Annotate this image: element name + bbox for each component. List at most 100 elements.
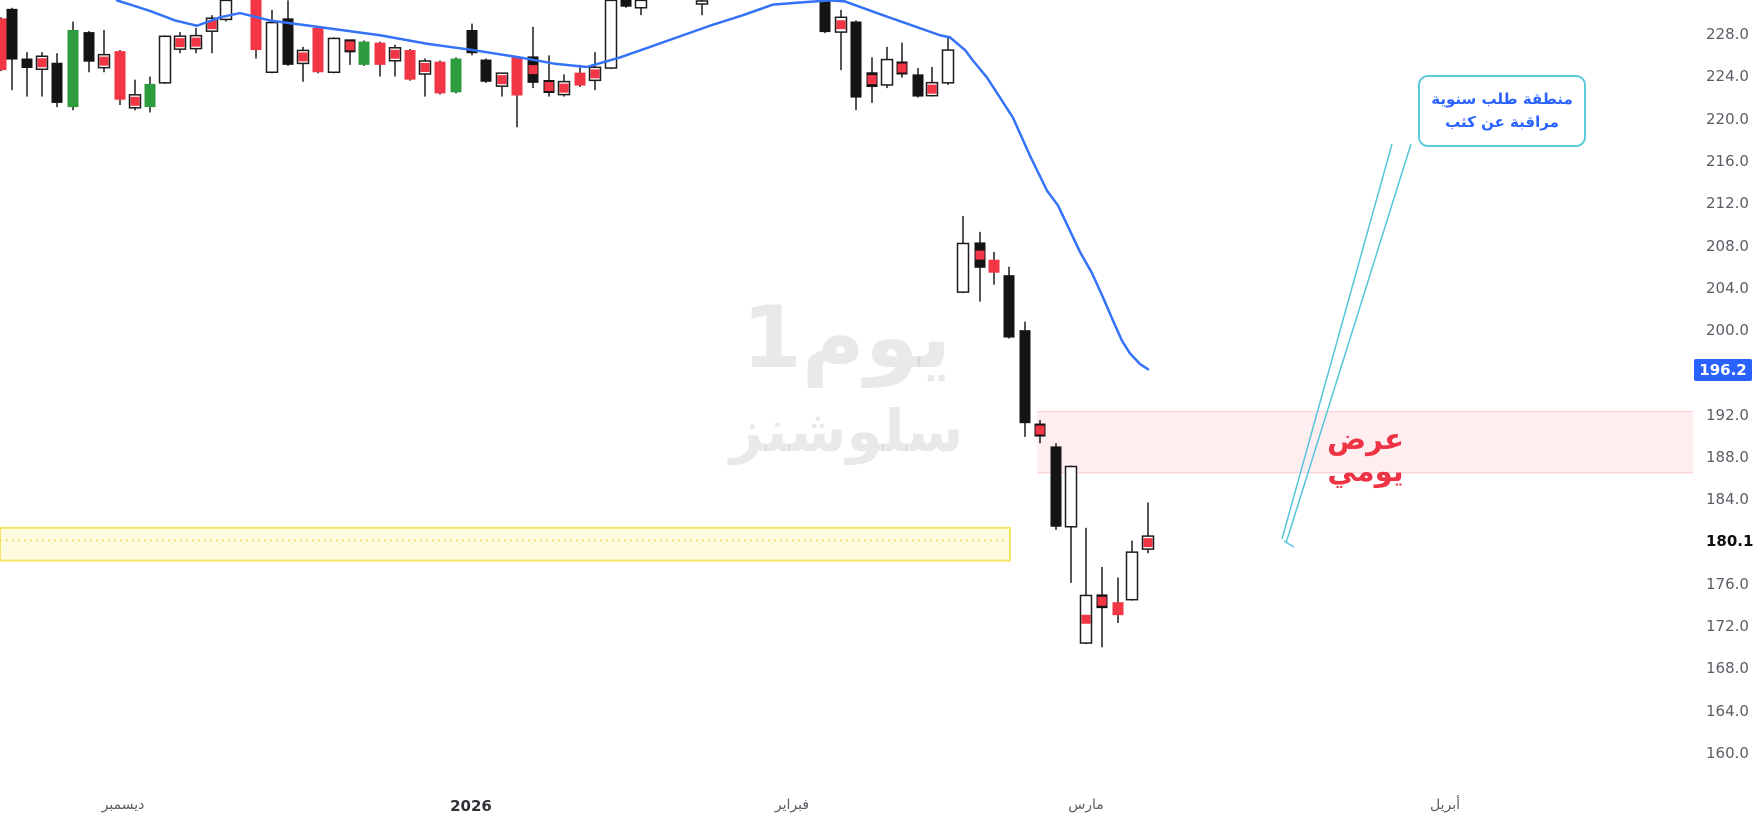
candle-body bbox=[912, 74, 924, 97]
candle[interactable] bbox=[956, 216, 970, 294]
candle[interactable] bbox=[374, 41, 386, 77]
candle[interactable] bbox=[974, 231, 986, 302]
candle-body bbox=[604, 0, 618, 69]
candle[interactable] bbox=[344, 39, 356, 65]
time-axis[interactable]: ديسمبر 2026 فبراير مارس أبريل bbox=[0, 790, 1763, 825]
candle[interactable] bbox=[574, 64, 586, 88]
candle[interactable] bbox=[1050, 443, 1062, 530]
candle[interactable] bbox=[1079, 527, 1093, 645]
price-axis-current-value[interactable]: 196.2 bbox=[1694, 359, 1752, 382]
ma-line[interactable] bbox=[115, 0, 1150, 371]
candle[interactable] bbox=[1019, 321, 1031, 437]
candle[interactable] bbox=[620, 0, 632, 8]
candle[interactable] bbox=[189, 27, 203, 54]
candle[interactable] bbox=[1003, 266, 1015, 339]
candle[interactable] bbox=[6, 7, 18, 91]
supply-zone-rect[interactable] bbox=[1037, 411, 1693, 473]
candlestick-canvas[interactable] bbox=[0, 0, 1693, 790]
candle[interactable] bbox=[695, 0, 709, 16]
candle-signal-marker bbox=[897, 63, 907, 73]
candle[interactable] bbox=[83, 31, 95, 73]
candle[interactable] bbox=[588, 52, 602, 91]
candle[interactable] bbox=[880, 46, 894, 89]
candle-body bbox=[511, 57, 523, 96]
candle[interactable] bbox=[557, 74, 571, 97]
candle[interactable] bbox=[1034, 420, 1046, 444]
candle[interactable] bbox=[219, 0, 233, 22]
candle-signal-marker bbox=[390, 49, 400, 59]
candle[interactable] bbox=[941, 37, 955, 85]
candle-signal-marker bbox=[975, 250, 985, 260]
candle-body bbox=[880, 58, 894, 86]
demand-zone-rect[interactable] bbox=[0, 526, 1011, 562]
candle[interactable] bbox=[250, 0, 262, 59]
candle[interactable] bbox=[21, 52, 33, 97]
candle[interactable] bbox=[819, 0, 831, 34]
candle[interactable] bbox=[67, 21, 79, 111]
candle-signal-marker bbox=[298, 52, 308, 62]
price-axis[interactable]: 228.0 224.0 220.0 216.0 212.0 208.0 204.0 200.0… bbox=[1693, 0, 1763, 790]
candle[interactable] bbox=[51, 53, 63, 108]
candle[interactable] bbox=[358, 40, 370, 66]
price-axis-tick-label: 224.0 bbox=[1706, 67, 1749, 86]
candle[interactable] bbox=[434, 60, 446, 95]
candle[interactable] bbox=[896, 42, 908, 78]
candle[interactable] bbox=[1141, 502, 1155, 554]
candle[interactable] bbox=[418, 58, 432, 97]
candle[interactable] bbox=[282, 0, 294, 66]
candle[interactable] bbox=[912, 68, 924, 98]
time-axis-tick-label: مارس bbox=[1068, 797, 1104, 813]
candle[interactable] bbox=[450, 57, 462, 94]
price-axis-tick-label: 164.0 bbox=[1706, 701, 1749, 720]
candle[interactable] bbox=[834, 9, 848, 71]
candle[interactable] bbox=[1112, 577, 1124, 623]
candle[interactable] bbox=[0, 17, 7, 72]
candle[interactable] bbox=[1096, 566, 1108, 648]
candle[interactable] bbox=[511, 56, 523, 128]
candle[interactable] bbox=[527, 26, 539, 89]
price-axis-tick-label: 208.0 bbox=[1706, 236, 1749, 255]
candle[interactable] bbox=[925, 66, 939, 97]
demand-callout-line2: مراقبة عن كثب bbox=[1445, 113, 1559, 131]
candle[interactable] bbox=[850, 20, 862, 111]
candle-body bbox=[6, 8, 18, 60]
candle-body bbox=[219, 0, 233, 21]
candle[interactable] bbox=[158, 35, 172, 84]
time-axis-tick-label: فبراير bbox=[774, 797, 810, 813]
candle[interactable] bbox=[97, 29, 111, 73]
candle[interactable] bbox=[988, 251, 1000, 285]
candle-signal-marker bbox=[207, 20, 217, 30]
candle[interactable] bbox=[114, 50, 126, 106]
time-axis-tick-label: 2026 bbox=[450, 797, 492, 815]
candle[interactable] bbox=[173, 32, 187, 54]
candle[interactable] bbox=[144, 76, 156, 113]
candle-signal-marker bbox=[528, 65, 538, 75]
price-axis-level-label: 180.1 bbox=[1706, 531, 1754, 550]
candle[interactable] bbox=[634, 0, 648, 16]
candle[interactable] bbox=[128, 79, 142, 111]
candle-body bbox=[1019, 330, 1031, 424]
chart-plot-area[interactable]: يوم1 سلوشنز عرض يومي منطقة طلب سنوية مرا… bbox=[0, 0, 1693, 790]
price-axis-tick-label: 160.0 bbox=[1706, 743, 1749, 762]
candle[interactable] bbox=[296, 46, 310, 82]
demand-callout[interactable]: منطقة طلب سنوية مراقبة عن كثب bbox=[1418, 75, 1586, 147]
demand-callout-line1: منطقة طلب سنوية bbox=[1431, 89, 1573, 108]
candle[interactable] bbox=[866, 57, 878, 103]
candle-body bbox=[480, 59, 492, 82]
candle[interactable] bbox=[327, 37, 341, 74]
candle[interactable] bbox=[404, 48, 416, 81]
candle[interactable] bbox=[1125, 540, 1139, 601]
candle-body bbox=[1064, 465, 1078, 528]
callout-tail-line[interactable] bbox=[1285, 143, 1412, 544]
candle[interactable] bbox=[312, 26, 324, 74]
candle-signal-marker bbox=[497, 75, 507, 85]
candle[interactable] bbox=[1064, 465, 1078, 583]
candle[interactable] bbox=[480, 58, 492, 83]
callout-tail-line[interactable] bbox=[1281, 143, 1393, 540]
candle[interactable] bbox=[604, 0, 618, 70]
candle[interactable] bbox=[35, 52, 49, 97]
candle[interactable] bbox=[495, 72, 509, 97]
candle[interactable] bbox=[388, 44, 402, 77]
price-axis-tick-label: 176.0 bbox=[1706, 574, 1749, 593]
